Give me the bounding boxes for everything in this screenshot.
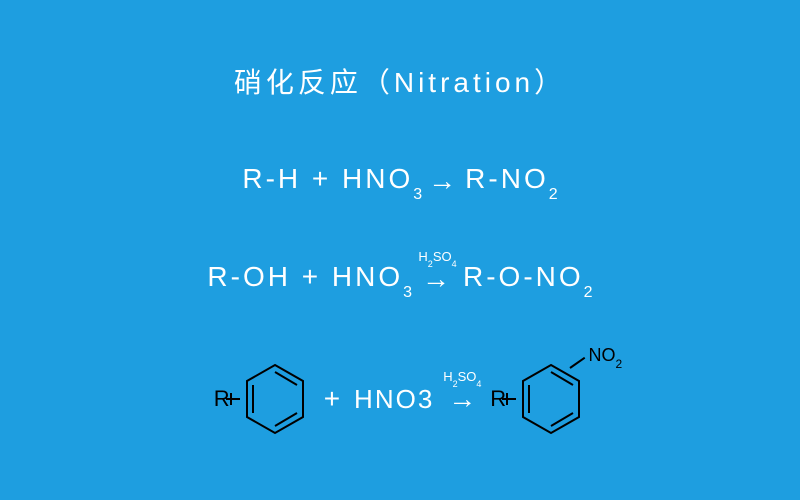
- eq3-arrow-group: H2SO4 →: [448, 383, 476, 415]
- equation-2: R-OH + HNO3 H2SO4 → R-O-NO2: [207, 261, 592, 298]
- r-bond-icon: [226, 398, 240, 400]
- eq2-catalyst: H2SO4: [418, 249, 456, 267]
- eq3-plus: +: [324, 383, 340, 415]
- equation-1: R-H + HNO3 → R-NO2: [242, 163, 557, 200]
- product-benzene: R NO2: [490, 359, 586, 439]
- product-r-bond-icon: [502, 398, 516, 400]
- benzene-ring-icon: [240, 359, 310, 439]
- eq1-lhs: R-H + HNO3: [242, 163, 422, 200]
- eq2-rhs: R-O-NO2: [463, 261, 593, 298]
- eq2-arrow-group: H2SO4 →: [422, 263, 453, 295]
- no2-group-label: NO2: [589, 345, 623, 369]
- diagram-title: 硝化反应（Nitration）: [234, 61, 566, 101]
- eq1-arrow: →: [428, 165, 459, 197]
- eq2-arrow: →: [422, 263, 453, 295]
- equation-3: R + HNO3 H2SO4 → R NO2: [214, 359, 586, 439]
- eq3-catalyst: H2SO4: [443, 369, 481, 387]
- eq3-reagent: HNO3: [354, 384, 434, 415]
- eq1-rhs: R-NO2: [465, 163, 557, 200]
- product-benzene-ring-icon: [516, 359, 586, 439]
- eq2-lhs: R-OH + HNO3: [207, 261, 412, 298]
- diagram-container: 硝化反应（Nitration） R-H + HNO3 → R-NO2 R-OH …: [0, 0, 800, 500]
- reactant-benzene: R: [214, 359, 310, 439]
